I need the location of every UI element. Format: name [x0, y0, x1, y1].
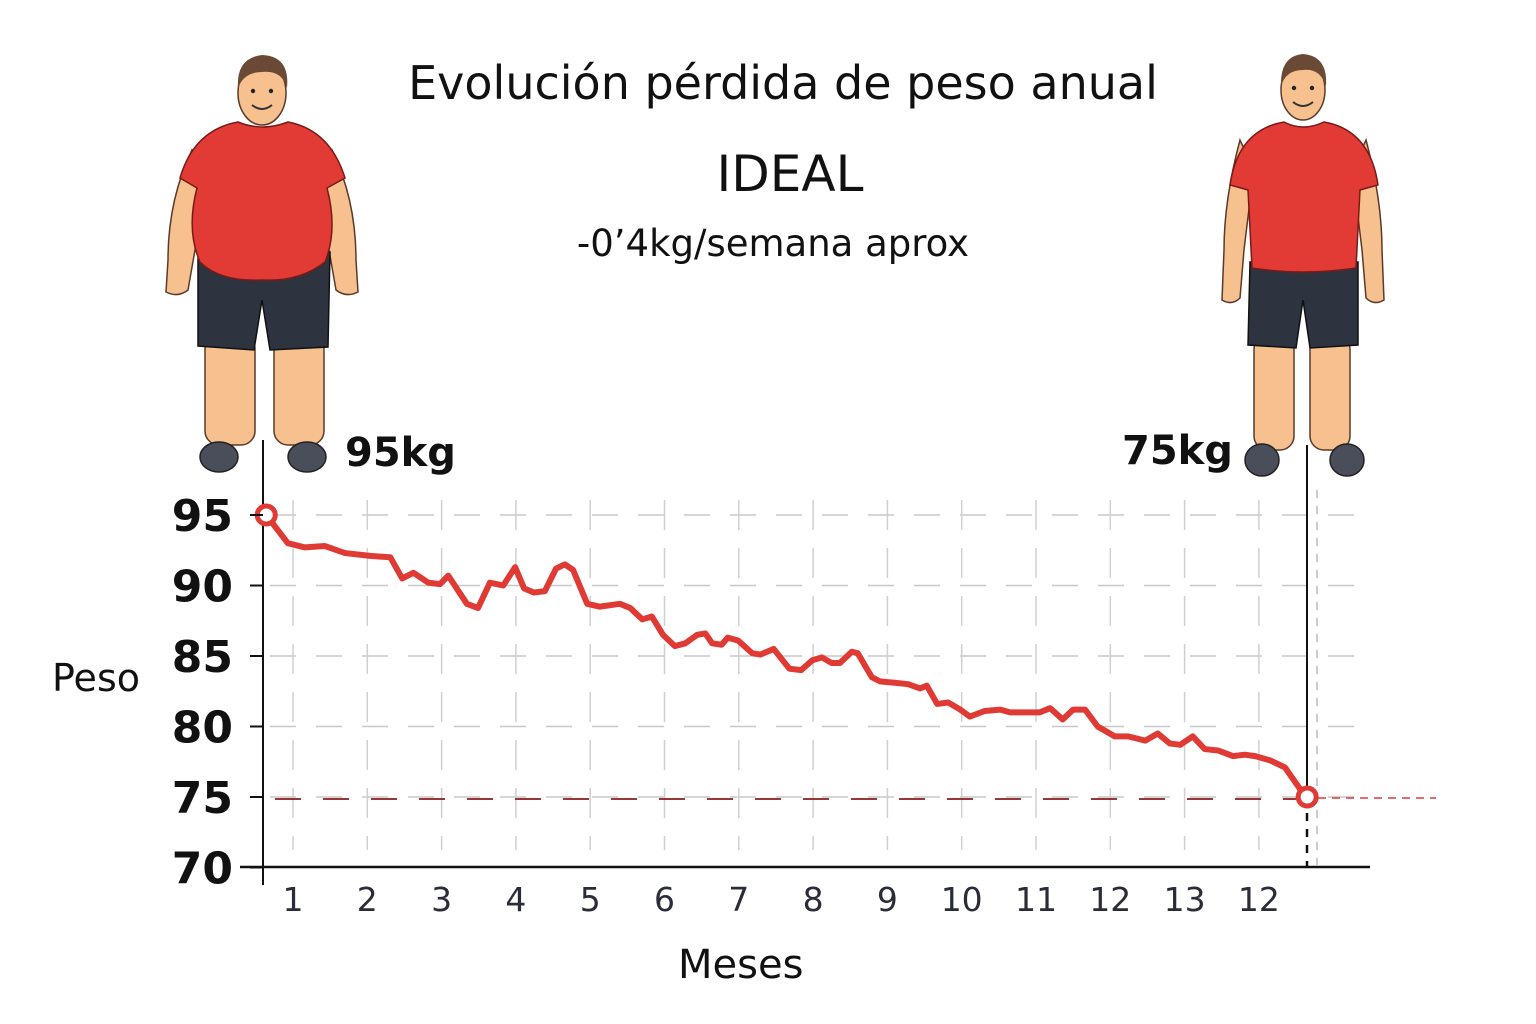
y-tick-label: 90 [172, 562, 233, 613]
end-point-marker [1295, 785, 1319, 809]
x-tick-label: 6 [654, 880, 675, 919]
y-tick-label: 75 [172, 773, 233, 824]
leg [204, 334, 256, 446]
y-tick-label: 70 [172, 844, 233, 895]
x-tick-label: 7 [728, 880, 749, 919]
smile [1292, 101, 1314, 107]
x-tick-label: 13 [1164, 880, 1206, 919]
shoe [287, 441, 327, 473]
chart-subtitle-ideal: IDEAL [716, 145, 864, 203]
x-tick-label: 1 [283, 880, 304, 919]
start-weight-annotation: 95kg [345, 430, 456, 476]
weight-line [263, 512, 1311, 800]
y-tick-label: 85 [172, 632, 233, 683]
chart-subtitle-rate: -0’4kg/semana aprox [576, 222, 970, 265]
x-tick-label: 2 [357, 880, 378, 919]
x-tick-label: 8 [803, 880, 824, 919]
chart-title: Evolución pérdida de peso anual [408, 56, 1158, 110]
x-tick-label: 10 [941, 880, 983, 919]
shorts [1247, 261, 1359, 349]
leg [1309, 334, 1351, 451]
x-tick-label: 11 [1015, 880, 1057, 919]
smile [251, 104, 273, 110]
x-axis-label: Meses [678, 942, 804, 988]
y-tick-label: 80 [172, 703, 233, 754]
x-tick-label: 9 [877, 880, 898, 919]
eye [1309, 85, 1315, 91]
x-tick-label: 4 [505, 880, 526, 919]
shirt [1229, 121, 1379, 273]
shoe [1329, 443, 1365, 477]
eye [268, 88, 274, 94]
hair [237, 55, 288, 88]
leg [1253, 334, 1295, 451]
y-axis-label: Peso [52, 656, 140, 700]
eye [1291, 85, 1297, 91]
x-tick-label: 12 [1089, 880, 1131, 919]
overweight-man-icon [165, 55, 359, 473]
hair [1280, 54, 1327, 86]
leg [273, 334, 325, 446]
x-tick-label: 3 [431, 880, 452, 919]
shoe [1244, 443, 1280, 477]
x-tick-label: 12 [1238, 880, 1280, 919]
shirt [179, 121, 346, 281]
eye [250, 88, 256, 94]
fit-man-icon [1221, 54, 1385, 477]
y-tick-label: 95 [172, 491, 233, 542]
x-tick-label: 5 [580, 880, 601, 919]
shoe [199, 441, 239, 473]
end-weight-annotation: 75kg [1122, 428, 1233, 474]
